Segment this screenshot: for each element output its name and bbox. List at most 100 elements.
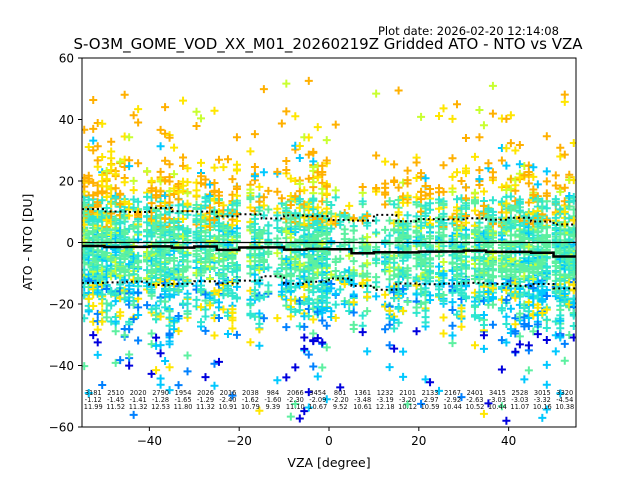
data-point [363,347,372,356]
bin-count-label: 3015 [534,389,551,397]
data-point [569,176,576,185]
data-point [116,356,125,365]
data-point [318,338,327,347]
data-point [542,267,551,276]
data-point [336,254,345,263]
data-point [210,381,219,390]
data-point [179,214,188,223]
data-point [439,209,448,218]
data-point [174,209,183,218]
data-point [156,270,165,279]
data-point [98,230,107,239]
data-point [205,250,214,259]
data-point [327,209,336,218]
data-point [542,336,551,345]
data-point [228,308,237,317]
data-point [565,191,574,200]
data-point [165,160,174,169]
data-point [448,298,457,307]
data-point [93,181,102,190]
data-point [228,253,237,262]
x-tick-label: 40 [501,434,516,448]
data-point [569,333,576,342]
data-point [134,118,143,127]
data-point [327,307,336,316]
data-point [399,347,408,356]
data-point [511,293,520,302]
data-point [385,231,394,240]
data-point [479,331,488,340]
data-point [165,363,174,372]
data-point [192,107,201,116]
data-point [286,305,295,314]
data-point [524,290,533,299]
data-point [309,234,318,243]
data-point [506,139,515,148]
data-point [412,158,421,167]
data-point [309,178,318,187]
data-point [533,227,542,236]
data-point [502,114,511,123]
y-tick-label: 60 [59,52,74,66]
data-point [488,300,497,309]
bin-mean-label: -3.19 [377,396,394,404]
data-point [515,160,524,169]
data-point [538,296,547,305]
data-point [116,258,125,267]
data-point [111,313,120,322]
data-point [372,89,381,98]
data-point [340,211,349,220]
data-point [214,155,223,164]
data-point [102,299,111,308]
data-point [520,300,529,309]
data-point [255,406,264,415]
data-point [403,297,412,306]
data-point [417,195,426,204]
data-point [479,209,488,218]
data-point [93,309,102,318]
data-point [161,129,170,138]
data-point [84,142,93,151]
data-point [273,314,282,323]
data-point [394,304,403,313]
data-point [479,187,488,196]
bin-count-label: 2020 [130,389,147,397]
data-point [479,310,488,319]
bin-mean-label: -2.63 [466,396,483,404]
data-point [435,111,444,120]
data-point [129,224,138,233]
data-point [457,177,466,186]
data-point [484,204,493,213]
data-point [412,193,421,202]
data-point [488,81,497,90]
data-point [349,308,358,317]
data-point [291,363,300,372]
data-point [313,334,322,343]
data-point [277,119,286,128]
data-point [255,182,264,191]
data-point [506,192,515,201]
data-point [125,162,134,171]
data-point [98,119,107,128]
data-point [452,284,461,293]
data-point [313,284,322,293]
data-point [111,215,120,224]
data-point [448,154,457,163]
data-point [98,317,107,326]
data-point [111,184,120,193]
data-point [385,255,394,264]
data-point [403,253,412,262]
data-point [529,284,538,293]
data-point [421,181,430,190]
data-point [210,179,219,188]
data-point [82,125,89,134]
data-point [394,195,403,204]
data-point [381,200,390,209]
data-point [232,330,241,339]
data-point [520,375,529,384]
data-point [246,193,255,202]
data-point [304,403,313,412]
data-point [331,193,340,202]
bin-count-label: 3320 [556,389,573,397]
data-point [84,294,93,303]
